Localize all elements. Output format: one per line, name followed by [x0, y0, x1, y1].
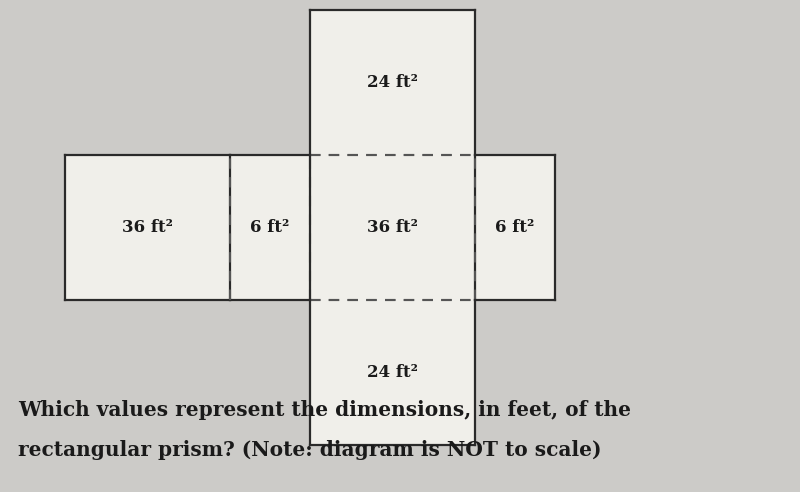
Text: 6 ft²: 6 ft² — [495, 219, 534, 236]
Text: 36 ft²: 36 ft² — [367, 219, 418, 236]
Text: 24 ft²: 24 ft² — [367, 364, 418, 381]
Bar — [65, 155, 230, 300]
Bar — [310, 300, 475, 445]
Bar — [230, 155, 310, 300]
Bar — [475, 155, 555, 300]
Bar — [310, 155, 475, 300]
Text: 6 ft²: 6 ft² — [250, 219, 290, 236]
Text: 36 ft²: 36 ft² — [122, 219, 173, 236]
Text: Which values represent the dimensions, in feet, of the: Which values represent the dimensions, i… — [18, 400, 631, 420]
Text: 24 ft²: 24 ft² — [367, 74, 418, 91]
Text: rectangular prism? (Note: diagram is NOT to scale): rectangular prism? (Note: diagram is NOT… — [18, 440, 602, 460]
Bar — [310, 10, 475, 155]
